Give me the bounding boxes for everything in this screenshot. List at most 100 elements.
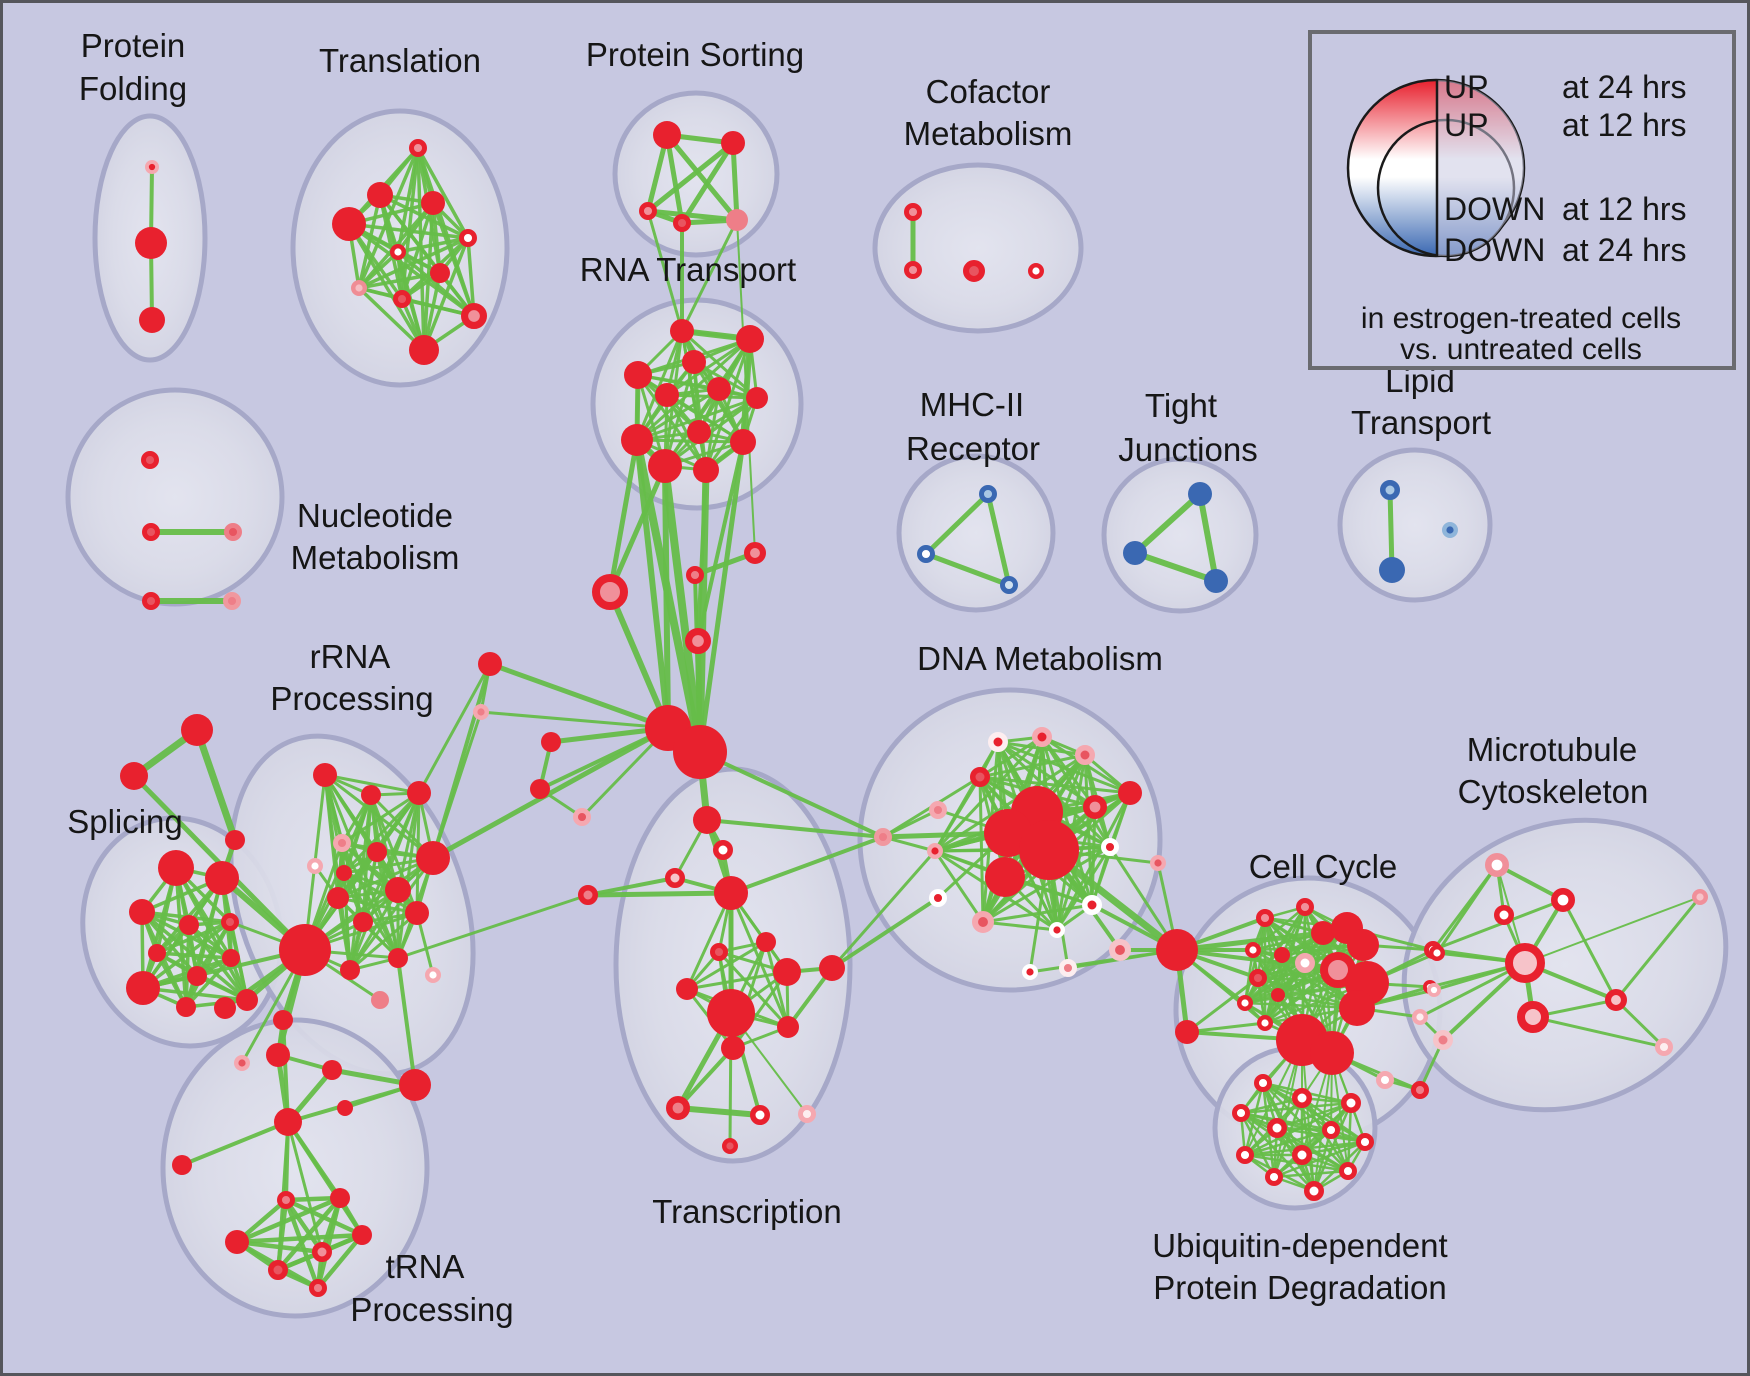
- network-node[interactable]: [903, 203, 922, 222]
- network-node[interactable]: [721, 131, 745, 155]
- network-node[interactable]: [578, 885, 598, 905]
- network-node[interactable]: [903, 261, 922, 280]
- network-node[interactable]: [353, 912, 373, 932]
- network-node[interactable]: [129, 899, 155, 925]
- network-node[interactable]: [336, 865, 352, 881]
- network-node[interactable]: [425, 967, 442, 984]
- network-node[interactable]: [1321, 1120, 1340, 1139]
- network-node[interactable]: [670, 319, 694, 343]
- network-node[interactable]: [333, 833, 352, 852]
- network-node[interactable]: [672, 214, 691, 233]
- network-node[interactable]: [797, 1104, 816, 1123]
- network-node[interactable]: [713, 840, 733, 860]
- network-node[interactable]: [1109, 939, 1132, 962]
- network-node[interactable]: [176, 997, 196, 1017]
- network-node[interactable]: [307, 858, 324, 875]
- network-node[interactable]: [221, 912, 240, 931]
- network-node[interactable]: [726, 209, 748, 231]
- network-node[interactable]: [214, 997, 236, 1019]
- network-node[interactable]: [1338, 1161, 1357, 1180]
- network-node[interactable]: [1267, 1118, 1287, 1138]
- network-node[interactable]: [1427, 982, 1442, 997]
- network-node[interactable]: [223, 591, 242, 610]
- network-node[interactable]: [224, 522, 243, 541]
- network-node[interactable]: [459, 229, 478, 248]
- network-node[interactable]: [1341, 1093, 1361, 1113]
- network-node[interactable]: [266, 1043, 290, 1067]
- network-node[interactable]: [1231, 1103, 1250, 1122]
- network-node[interactable]: [421, 191, 445, 215]
- network-node[interactable]: [1347, 929, 1379, 961]
- network-node[interactable]: [1311, 921, 1335, 945]
- network-node[interactable]: [572, 807, 591, 826]
- network-node[interactable]: [367, 182, 393, 208]
- network-node[interactable]: [1691, 889, 1708, 906]
- network-node[interactable]: [722, 1137, 739, 1154]
- network-node[interactable]: [1149, 855, 1166, 872]
- network-node[interactable]: [181, 714, 213, 746]
- network-node[interactable]: [416, 841, 450, 875]
- network-node[interactable]: [1083, 794, 1108, 819]
- network-node[interactable]: [624, 361, 652, 389]
- network-node[interactable]: [351, 280, 368, 297]
- network-node[interactable]: [1304, 1181, 1324, 1201]
- network-node[interactable]: [393, 290, 412, 309]
- network-node[interactable]: [1253, 1073, 1272, 1092]
- network-node[interactable]: [676, 978, 698, 1000]
- network-node[interactable]: [638, 202, 657, 221]
- network-node[interactable]: [673, 725, 727, 779]
- network-node[interactable]: [648, 449, 682, 483]
- network-node[interactable]: [327, 887, 349, 909]
- network-node[interactable]: [685, 565, 704, 584]
- network-node[interactable]: [756, 932, 776, 952]
- network-node[interactable]: [1236, 995, 1253, 1012]
- network-node[interactable]: [337, 1100, 353, 1116]
- network-node[interactable]: [592, 574, 628, 610]
- network-node[interactable]: [721, 1036, 745, 1060]
- network-node[interactable]: [978, 485, 997, 504]
- network-node[interactable]: [1410, 1080, 1429, 1099]
- network-node[interactable]: [1255, 908, 1274, 927]
- network-node[interactable]: [312, 1242, 332, 1262]
- network-node[interactable]: [187, 966, 207, 986]
- network-node[interactable]: [330, 1188, 350, 1208]
- network-node[interactable]: [135, 227, 167, 259]
- network-node[interactable]: [274, 1108, 302, 1136]
- network-node[interactable]: [541, 732, 561, 752]
- network-node[interactable]: [744, 542, 767, 565]
- network-node[interactable]: [687, 420, 711, 444]
- network-node[interactable]: [746, 387, 768, 409]
- network-node[interactable]: [390, 243, 407, 260]
- network-node[interactable]: [1295, 897, 1314, 916]
- network-node[interactable]: [1019, 820, 1079, 880]
- network-node[interactable]: [1295, 953, 1315, 973]
- network-node[interactable]: [172, 1155, 192, 1175]
- network-node[interactable]: [707, 377, 731, 401]
- network-node[interactable]: [773, 958, 801, 986]
- network-node[interactable]: [1274, 947, 1290, 963]
- network-node[interactable]: [682, 350, 706, 374]
- network-node[interactable]: [409, 335, 439, 365]
- network-node[interactable]: [873, 827, 892, 846]
- network-node[interactable]: [1339, 990, 1375, 1026]
- network-node[interactable]: [1100, 837, 1119, 856]
- network-node[interactable]: [473, 704, 490, 721]
- network-node[interactable]: [916, 544, 935, 563]
- network-node[interactable]: [145, 160, 160, 175]
- network-node[interactable]: [665, 868, 685, 888]
- network-node[interactable]: [388, 948, 408, 968]
- network-node[interactable]: [1505, 943, 1545, 983]
- network-node[interactable]: [1256, 1015, 1273, 1032]
- network-node[interactable]: [1244, 942, 1261, 959]
- network-node[interactable]: [1118, 781, 1142, 805]
- network-node[interactable]: [332, 207, 366, 241]
- network-node[interactable]: [653, 121, 681, 149]
- network-node[interactable]: [340, 960, 360, 980]
- network-node[interactable]: [1428, 945, 1445, 962]
- network-node[interactable]: [685, 628, 712, 655]
- network-node[interactable]: [142, 591, 161, 610]
- network-node[interactable]: [1292, 1088, 1312, 1108]
- network-node[interactable]: [1082, 895, 1102, 915]
- network-node[interactable]: [1175, 1020, 1199, 1044]
- network-node[interactable]: [273, 1010, 293, 1030]
